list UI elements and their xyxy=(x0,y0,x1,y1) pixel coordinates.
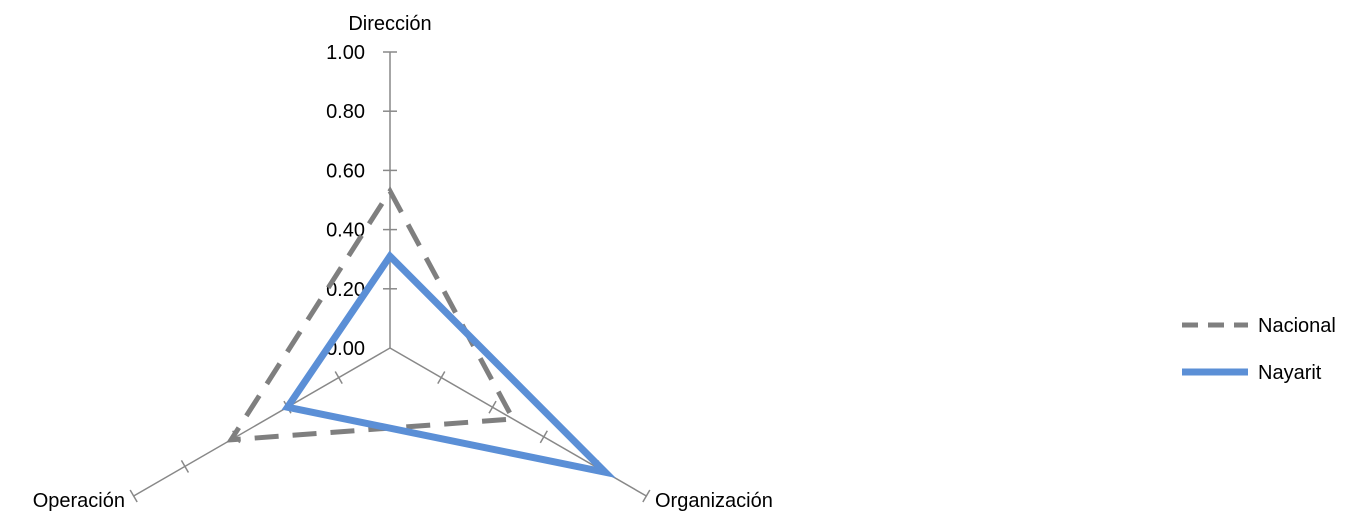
tick-label: 1.00 xyxy=(326,42,365,64)
series-nacional xyxy=(226,186,518,443)
tick-label: 0.00 xyxy=(326,338,365,360)
series-nayarit xyxy=(281,250,616,479)
tick-label: 0.80 xyxy=(326,101,365,123)
axis-label-organizacion: Organización xyxy=(655,490,773,512)
axis-tick-2-4 xyxy=(180,459,190,473)
axis-tick-2-1 xyxy=(334,371,343,385)
tick-labels: 0.00 0.20 0.40 0.60 0.80 1.00 xyxy=(326,42,365,360)
axis-labels: Dirección Organización Operación xyxy=(33,13,773,512)
legend-label-nacional: Nacional xyxy=(1258,315,1336,337)
axes-layer xyxy=(129,51,651,503)
legend: Nacional Nayarit xyxy=(1182,315,1336,384)
axis-label-direccion: Dirección xyxy=(348,13,431,35)
axis-spoke-2 xyxy=(133,347,391,497)
axis-tick-1-2 xyxy=(488,400,497,414)
axis-label-operacion: Operación xyxy=(33,490,125,512)
axis-tick-1-3 xyxy=(539,430,548,444)
series-layer xyxy=(226,186,616,479)
tick-label: 0.20 xyxy=(326,279,365,301)
axis-tick-2-5 xyxy=(129,489,138,503)
tick-label: 0.60 xyxy=(326,160,365,182)
axis-tick-1-5 xyxy=(642,489,651,503)
axis-tick-1-1 xyxy=(437,371,446,385)
tick-label: 0.40 xyxy=(326,220,365,242)
legend-label-nayarit: Nayarit xyxy=(1258,362,1322,384)
